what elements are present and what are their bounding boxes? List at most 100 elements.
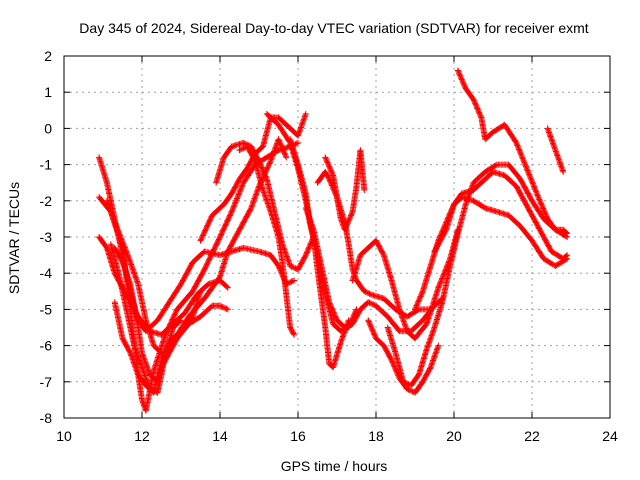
data-point (279, 145, 286, 152)
y-tick-label: -3 (40, 229, 53, 245)
y-tick-label: -7 (40, 374, 53, 390)
data-point (222, 305, 229, 312)
x-tick-label: 16 (290, 428, 306, 444)
data-point (265, 163, 272, 170)
y-tick-label: -6 (40, 338, 53, 354)
data-point (542, 210, 549, 217)
data-point (344, 323, 351, 330)
data-point (326, 164, 333, 171)
data-point (290, 330, 297, 337)
data-point (275, 136, 282, 143)
data-point (118, 235, 125, 242)
data-point (205, 259, 211, 266)
data-point (236, 147, 243, 154)
data-point (114, 226, 121, 233)
data-point (201, 266, 208, 273)
data-point (119, 237, 126, 244)
data-point (540, 206, 547, 213)
data-point (516, 147, 523, 154)
data-point (344, 221, 351, 228)
x-tick-label: 10 (56, 428, 72, 444)
data-point (522, 163, 529, 170)
y-tick-label: -5 (40, 301, 53, 317)
data-point (118, 258, 125, 265)
data-point (239, 182, 246, 189)
data-point (307, 240, 314, 247)
data-point (328, 305, 335, 312)
data-point (329, 171, 336, 178)
data-point (361, 288, 368, 295)
data-point (113, 223, 120, 230)
data-point (295, 139, 301, 146)
series-track-20 (431, 194, 571, 269)
y-tick-label: -4 (40, 265, 53, 281)
data-point (412, 306, 418, 313)
data-point (328, 168, 335, 175)
data-point (211, 245, 218, 252)
data-point (201, 228, 208, 235)
x-tick-label: 18 (368, 428, 384, 444)
data-point (112, 220, 119, 227)
data-point (370, 301, 377, 308)
data-point (345, 219, 352, 226)
data-point (442, 227, 449, 234)
data-point (216, 235, 223, 242)
data-point (266, 160, 273, 167)
data-point (198, 235, 205, 242)
x-tick-label: 20 (446, 428, 462, 444)
data-point (523, 164, 530, 171)
data-point (520, 158, 527, 165)
data-point (207, 254, 214, 261)
data-point (458, 75, 465, 82)
data-point (442, 266, 449, 273)
data-point (230, 204, 237, 211)
data-point (231, 202, 238, 209)
data-point (240, 145, 247, 152)
data-point (415, 298, 422, 305)
data-point (408, 387, 415, 394)
data-point (222, 222, 229, 229)
series-track-22 (544, 125, 567, 175)
data-point (288, 278, 295, 285)
data-point (206, 218, 213, 225)
data-point (346, 216, 353, 223)
data-point (367, 322, 374, 329)
data-point (325, 162, 332, 169)
data-point (287, 262, 294, 269)
data-point (536, 197, 543, 204)
data-point (261, 169, 268, 176)
data-point (521, 160, 528, 167)
data-point (227, 211, 234, 218)
data-point (564, 230, 571, 237)
data-point (237, 186, 244, 193)
data-point (229, 206, 236, 213)
data-point (327, 178, 334, 185)
data-point (224, 306, 231, 313)
data-point (200, 231, 207, 238)
data-point (115, 230, 122, 237)
data-point (327, 179, 334, 186)
data-point (224, 218, 231, 225)
data-point (117, 232, 124, 239)
data-point (204, 260, 211, 267)
data-point (526, 172, 533, 179)
data-point (161, 349, 168, 356)
data-point (259, 167, 266, 174)
data-point (283, 154, 290, 161)
data-point (203, 262, 210, 269)
data-point (537, 200, 544, 207)
data-point (347, 212, 354, 219)
data-point (471, 99, 478, 106)
data-point (515, 145, 522, 152)
data-point (215, 237, 222, 244)
data-point (170, 315, 177, 322)
data-point (563, 229, 570, 236)
data-point (306, 244, 313, 251)
data-point (280, 147, 287, 154)
data-point (405, 386, 412, 393)
data-point (533, 189, 540, 196)
data-point (527, 174, 534, 181)
data-point (218, 230, 225, 237)
y-tick-label: 2 (44, 48, 52, 64)
data-point (275, 262, 282, 269)
